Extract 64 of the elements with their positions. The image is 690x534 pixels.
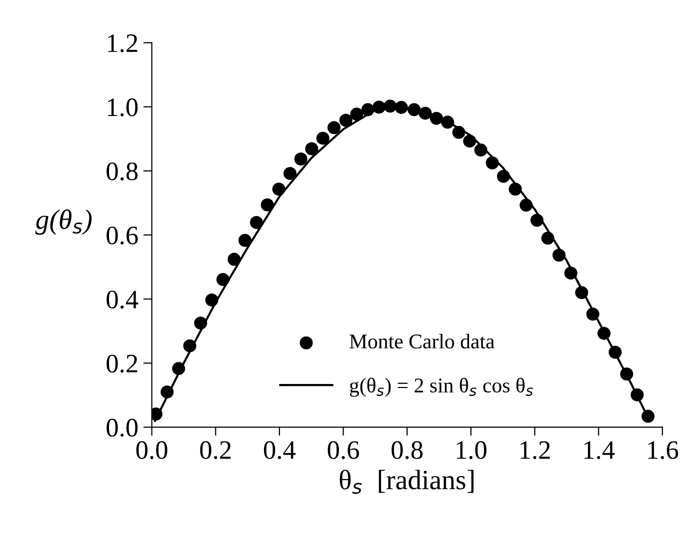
y-tick-label: 1.2 (108, 34, 138, 52)
point (384, 100, 397, 113)
y-axis-title: g(θ$_{s}$) (35, 209, 92, 235)
point (328, 121, 341, 134)
x-tick-label: 0.8 (392, 441, 423, 460)
point (441, 116, 454, 129)
point (205, 293, 218, 307)
point (350, 108, 364, 121)
point (530, 214, 544, 227)
y-tick-label: 0.2 (106, 354, 138, 373)
point (597, 326, 611, 340)
point (452, 126, 466, 139)
x-tick-label: 1.6 (648, 441, 678, 460)
point (642, 410, 655, 423)
point (250, 216, 263, 229)
point (372, 100, 386, 114)
x-tick-label: 0.4 (264, 441, 296, 460)
point (183, 339, 196, 352)
x-tick-label: 0.2 (200, 441, 231, 460)
point (260, 198, 274, 212)
x-tick-label: 1.0 (456, 441, 486, 460)
legend-label: g(θ$_{s}$) = 2 sin θ$_{s}$ cos θ$_{s}$ (350, 378, 533, 397)
point (194, 316, 208, 330)
x-tick-label: 0.6 (328, 441, 359, 460)
point (430, 112, 443, 125)
point (294, 152, 308, 166)
point (272, 182, 286, 196)
y-tick-label: 0.8 (106, 162, 138, 180)
point (520, 198, 533, 212)
y-tick-label: 0.4 (106, 290, 138, 309)
point (339, 114, 352, 127)
point (575, 286, 588, 300)
y-tick-label: 1.0 (108, 98, 138, 116)
point (541, 232, 554, 245)
point (620, 368, 634, 381)
point (408, 103, 421, 116)
point (508, 182, 522, 196)
point (586, 308, 600, 321)
point (474, 144, 488, 157)
x-tick-label: 1.4 (584, 441, 615, 460)
point (564, 266, 578, 280)
point (463, 134, 476, 148)
point (305, 142, 318, 156)
point (216, 272, 230, 286)
point (316, 132, 330, 145)
point (283, 166, 296, 180)
legend-label: Monte Carlo data (350, 334, 494, 349)
point (630, 388, 644, 402)
point (486, 156, 499, 170)
point (228, 252, 241, 266)
x-axis-title: θ$_{s}$ [radians] (340, 470, 474, 494)
point (361, 103, 374, 116)
point (552, 248, 566, 262)
x-tick-label: 0.0 (136, 441, 168, 460)
y-tick-label: 0.0 (106, 418, 138, 437)
point (394, 100, 408, 114)
point (496, 170, 510, 183)
point (238, 234, 252, 247)
point (608, 346, 622, 359)
point (172, 362, 186, 376)
y-tick-label: 0.6 (106, 226, 138, 244)
point (160, 385, 174, 398)
x-tick-label: 1.2 (520, 441, 550, 460)
point (418, 106, 432, 120)
